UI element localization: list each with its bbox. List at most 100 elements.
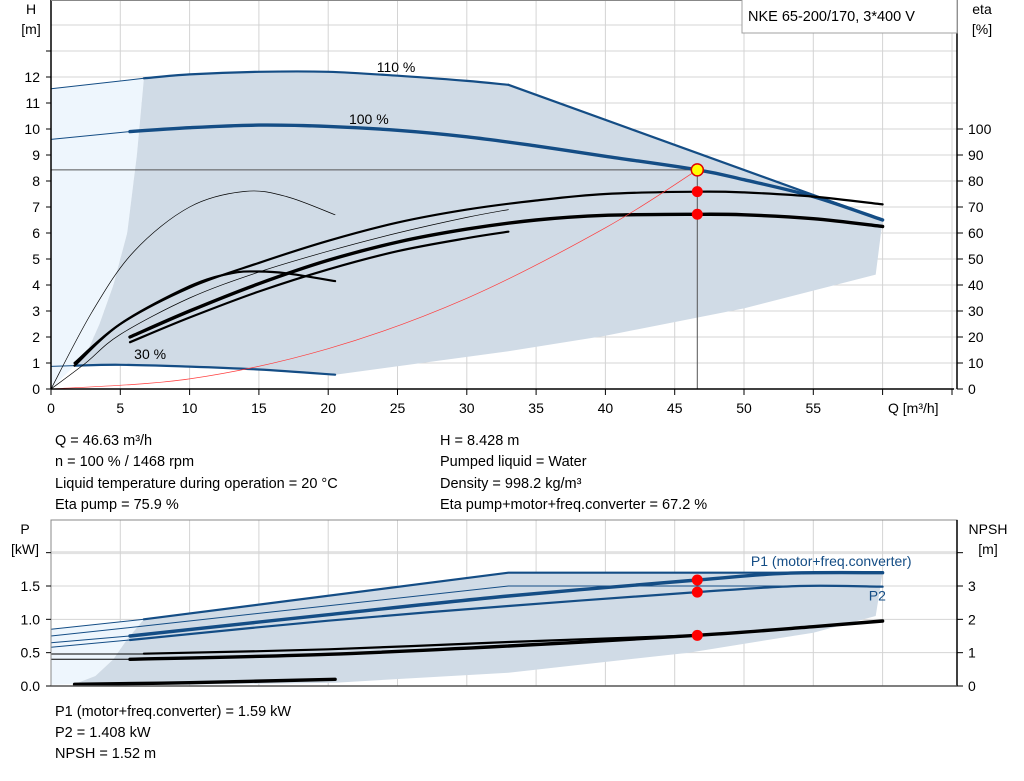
x-tick-label: 55 bbox=[806, 400, 822, 416]
head-curve-6 bbox=[73, 363, 337, 376]
y-tick-label-eta: 20 bbox=[968, 329, 984, 345]
y-tick-label-h: 10 bbox=[24, 121, 40, 137]
y-tick-label-npsh: 2 bbox=[968, 611, 976, 627]
curve-label: 30 % bbox=[134, 346, 166, 362]
y-tick-label-eta: 40 bbox=[968, 277, 984, 293]
y-tick-label-eta: 90 bbox=[968, 147, 984, 163]
info-eta-pump: Eta pump = 75.9 % bbox=[55, 497, 179, 513]
y-tick-label-eta: 100 bbox=[968, 121, 992, 137]
duty-point-head bbox=[690, 163, 705, 177]
system-curve-13 bbox=[50, 169, 698, 390]
y-tick-label-p: 1.0 bbox=[21, 611, 41, 627]
y-axis-unit-p: [kW] bbox=[11, 541, 39, 557]
info-eta-total: Eta pump+motor+freq.converter = 67.2 % bbox=[440, 497, 707, 513]
y-axis-label-p: P bbox=[20, 521, 29, 537]
x-tick-label: 25 bbox=[390, 400, 406, 416]
head-curve-3 bbox=[50, 131, 131, 140]
y-axis-label-eta: eta bbox=[972, 1, 992, 17]
duty-point-npsh bbox=[691, 629, 703, 641]
npsh-curve-8 bbox=[142, 634, 699, 655]
duty-point-p2 bbox=[691, 586, 703, 598]
y-tick-label-eta: 0 bbox=[968, 381, 976, 397]
x-tick-label: 10 bbox=[182, 400, 198, 416]
title-box: NKE 65-200/170, 3*400 V bbox=[741, 0, 958, 34]
y-tick-label-eta: 80 bbox=[968, 173, 984, 189]
y-tick-label-npsh: 0 bbox=[968, 678, 976, 694]
y-tick-label-h: 1 bbox=[32, 355, 40, 371]
x-tick-label: 30 bbox=[459, 400, 475, 416]
curve-label: P1 (motor+freq.converter) bbox=[751, 553, 912, 569]
x-tick-label: 40 bbox=[598, 400, 614, 416]
operating-area bbox=[74, 71, 883, 375]
efficiency-curve-11 bbox=[128, 212, 885, 339]
low-flow-area bbox=[51, 78, 144, 390]
power-curve-5 bbox=[50, 639, 131, 648]
x-tick-label: 5 bbox=[116, 400, 124, 416]
y-tick-label-npsh: 1 bbox=[968, 645, 976, 661]
y-tick-label-h: 6 bbox=[32, 225, 40, 241]
y-axis-label-h: H bbox=[26, 1, 36, 17]
x-tick-label: 50 bbox=[736, 400, 752, 416]
efficiency-curve-9 bbox=[73, 190, 884, 365]
y-tick-label-eta: 50 bbox=[968, 251, 984, 267]
y-axis-unit-h: [m] bbox=[21, 21, 40, 37]
x-tick-label: 20 bbox=[320, 400, 336, 416]
x-tick-label: 35 bbox=[528, 400, 544, 416]
y-tick-label-h: 5 bbox=[32, 251, 40, 267]
y-axis-label-npsh: NPSH bbox=[969, 521, 1008, 537]
y-tick-label-eta: 10 bbox=[968, 355, 984, 371]
duty-point-info: Q = 46.63 m³/h n = 100 % / 1468 rpm Liqu… bbox=[55, 433, 707, 762]
power-curve-4 bbox=[128, 570, 885, 638]
efficiency-curve-12 bbox=[128, 230, 510, 344]
head-curve-1 bbox=[142, 70, 510, 86]
y-tick-label-npsh: 3 bbox=[968, 578, 976, 594]
y-tick-label-h: 3 bbox=[32, 303, 40, 319]
power-curve-1 bbox=[142, 571, 884, 621]
y-tick-label-p: 1.5 bbox=[21, 578, 41, 594]
power-curve-3 bbox=[50, 635, 131, 644]
y-tick-label-h: 4 bbox=[32, 277, 40, 293]
y-tick-label-eta: 70 bbox=[968, 199, 984, 215]
npsh-curve-11 bbox=[72, 677, 337, 687]
info-npsh: NPSH = 1.52 m bbox=[55, 746, 156, 762]
duty-point-eta-total bbox=[691, 208, 703, 220]
efficiency-curve-10 bbox=[50, 209, 509, 390]
y-tick-label-h: 2 bbox=[32, 329, 40, 345]
info-flow: Q = 46.63 m³/h bbox=[55, 433, 152, 449]
pump-model-title: NKE 65-200/170, 3*400 V bbox=[748, 9, 915, 25]
npsh-curve-10 bbox=[128, 619, 885, 662]
curve-label: 110 % bbox=[377, 59, 416, 75]
curve-label: P2 bbox=[869, 588, 886, 604]
duty-point-eta-pump bbox=[691, 186, 703, 198]
efficiency-curve-7 bbox=[50, 190, 336, 390]
info-speed: n = 100 % / 1468 rpm bbox=[55, 454, 194, 470]
info-head: H = 8.428 m bbox=[440, 433, 519, 449]
info-pumped-liquid: Pumped liquid = Water bbox=[440, 454, 587, 470]
y-tick-label-h: 8 bbox=[32, 173, 40, 189]
y-tick-label-p: 0.0 bbox=[21, 678, 41, 694]
y-tick-label-eta: 60 bbox=[968, 225, 984, 241]
y-tick-label-h: 12 bbox=[24, 69, 40, 85]
info-p1: P1 (motor+freq.converter) = 1.59 kW bbox=[55, 704, 291, 720]
bottom-chart-axes: 0.0 0.5 1.0 1.5 0 1 2 3 bbox=[21, 519, 976, 694]
low-flow-area bbox=[51, 619, 144, 686]
bottom-chart-series: P1 (motor+freq.converter) P2 bbox=[50, 553, 912, 687]
info-density: Density = 998.2 kg/m³ bbox=[440, 476, 582, 492]
y-tick-label-p: 0.5 bbox=[21, 645, 41, 661]
x-tick-label: 0 bbox=[47, 400, 55, 416]
power-curve-2 bbox=[50, 585, 884, 637]
info-liquid-temperature: Liquid temperature during operation = 20… bbox=[55, 476, 338, 492]
info-p2: P2 = 1.408 kW bbox=[55, 725, 151, 741]
y-tick-label-h: 9 bbox=[32, 147, 40, 163]
curve-label: 100 % bbox=[349, 111, 389, 127]
x-tick-label: 15 bbox=[251, 400, 267, 416]
power-curve-6 bbox=[128, 584, 884, 642]
y-tick-label-eta: 30 bbox=[968, 303, 984, 319]
x-axis-label-q: Q [m³/h] bbox=[888, 400, 939, 416]
head-curve-0 bbox=[50, 77, 145, 90]
x-tick-label: 45 bbox=[667, 400, 683, 416]
power-curve-0 bbox=[50, 618, 145, 630]
y-axis-unit-eta: [%] bbox=[972, 21, 992, 37]
